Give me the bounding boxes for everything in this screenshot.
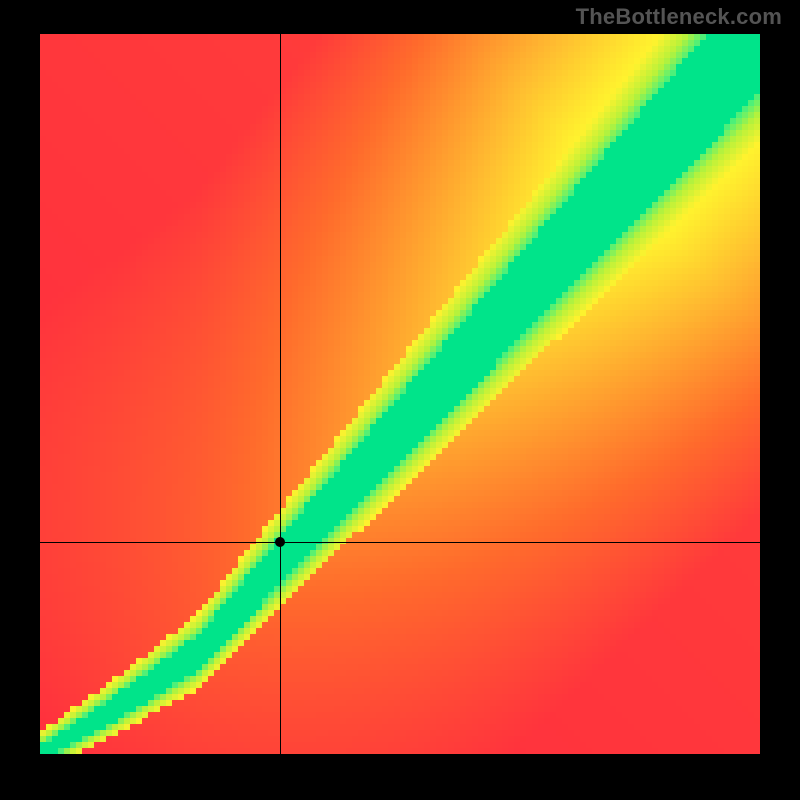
plot-area <box>40 34 760 754</box>
crosshair-vertical <box>280 34 281 754</box>
crosshair-horizontal <box>40 542 760 543</box>
chart-container: TheBottleneck.com <box>0 0 800 800</box>
heatmap-canvas <box>40 34 760 754</box>
watermark-text: TheBottleneck.com <box>576 4 782 30</box>
crosshair-marker <box>275 537 285 547</box>
